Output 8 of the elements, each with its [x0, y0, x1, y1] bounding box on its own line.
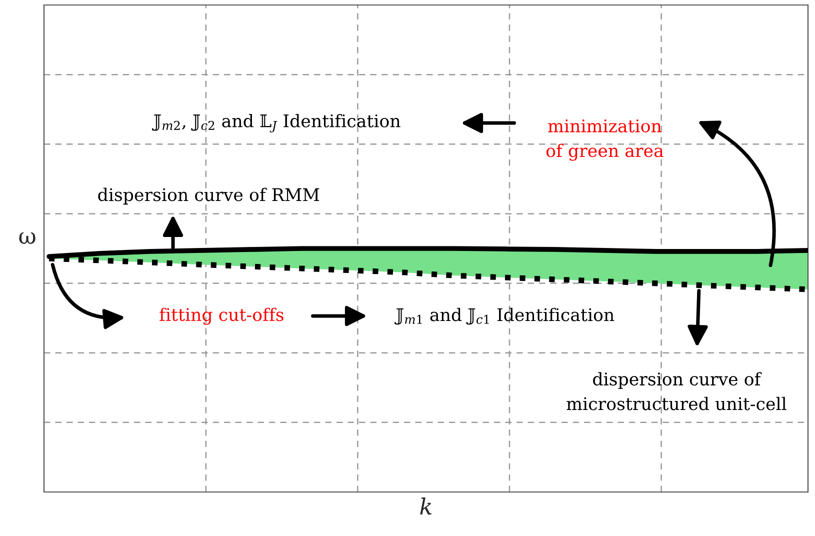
text: minimization of green area	[546, 119, 664, 161]
text: 𝕁$_{m2}$, 𝕁$_{c2}$ and 𝕃$_{J}$ Identification	[152, 114, 400, 132]
y-axis-title: ω	[19, 232, 36, 244]
x-axis-title: k	[420, 498, 432, 514]
annotation: dispersion curve of microstructured unit-cell	[566, 372, 786, 410]
annotation: fitting cut-offs	[160, 308, 284, 325]
text: dispersion curve of RMM	[98, 188, 320, 205]
annotation: 𝕁$_{m1}$ and 𝕁$_{c1}$ Identification	[394, 308, 614, 325]
